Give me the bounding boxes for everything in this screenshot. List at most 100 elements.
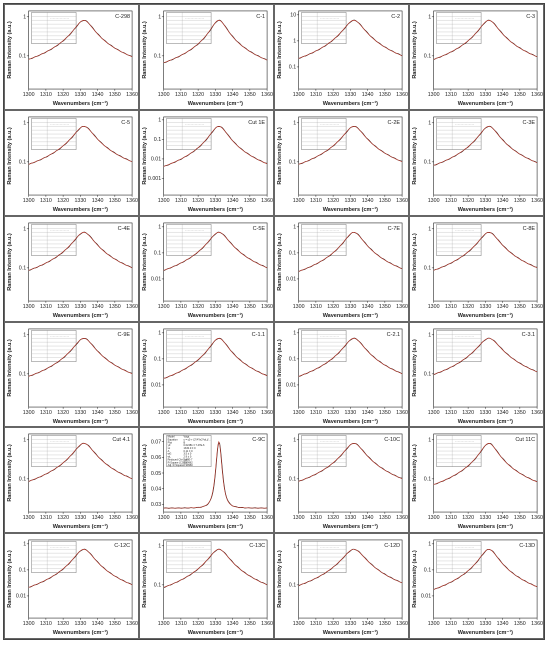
fit-row-value: 0.99960 xyxy=(184,463,194,467)
spectrum-chart: 1300 1310 1320 1330 1340 1350 1360 1 0.1 Wavenumb… xyxy=(142,10,273,107)
x-tick-label: 1340 xyxy=(227,515,239,521)
x-tick-label: 1330 xyxy=(209,621,221,627)
x-tick-label: 1350 xyxy=(379,198,391,204)
panel-c-12c: 1300 1310 1320 1330 1340 1350 1360 1 0.1 0.01 Wave… xyxy=(4,533,139,639)
y-tick-label: 1 xyxy=(23,120,26,126)
x-tick-label: 1330 xyxy=(344,409,356,415)
panel-c-3-1: 1300 1310 1320 1330 1340 1350 1360 1 0.1 Wavenumb… xyxy=(409,321,544,428)
x-tick-label: 1350 xyxy=(514,198,526,204)
y-tick-label: 0.1 xyxy=(154,54,161,60)
x-tick-label: 1330 xyxy=(479,92,491,98)
x-tick-label: 1340 xyxy=(362,621,374,627)
x-tick-label: 1300 xyxy=(428,515,440,521)
y-tick-label: 1 xyxy=(23,15,26,21)
panel-label: Cut 1E xyxy=(248,120,265,126)
x-tick-label: 1320 xyxy=(192,92,204,98)
fit-parameter-box xyxy=(166,435,212,468)
x-tick-label: 1300 xyxy=(293,198,305,204)
plot-frame xyxy=(28,539,133,619)
x-tick-label: 1360 xyxy=(261,515,273,521)
x-tick-label: 1310 xyxy=(310,515,322,521)
plot-frame xyxy=(433,539,538,619)
spectrum-chart: 1300 1310 1320 1330 1340 1350 1360 1 0.1 Wavenumb… xyxy=(412,222,543,319)
spectrum-fit-line xyxy=(433,125,538,166)
y-tick-label: 0.1 xyxy=(289,583,296,589)
x-tick-label: 1330 xyxy=(74,92,86,98)
x-tick-label: 1360 xyxy=(261,621,273,627)
x-tick-label: 1360 xyxy=(126,198,138,204)
y-axis-label: Raman Intensity (a.u.) xyxy=(277,444,283,502)
x-axis-label: Wavenumbers (cm⁻¹) xyxy=(323,206,378,213)
panel-label: C-12D xyxy=(384,543,400,549)
x-tick-label: 1340 xyxy=(227,621,239,627)
panel-c-4e: 1300 1310 1320 1330 1340 1350 1360 1 0.1 Wavenumb… xyxy=(4,215,139,322)
y-tick-label: 0.1 xyxy=(19,371,26,377)
x-axis-label: Wavenumbers (cm⁻¹) xyxy=(458,629,513,636)
panel-c-13c: 1300 1310 1320 1330 1340 1350 1360 1 0.1 Wavenumb… xyxy=(139,533,274,639)
x-tick-label: 1320 xyxy=(327,92,339,98)
y-tick-label: 10 xyxy=(290,13,296,19)
fit-row-label: Equation xyxy=(168,438,179,442)
panel-c-5: 1300 1310 1320 1330 1340 1350 1360 1 0.1 Wavenumb… xyxy=(4,109,139,216)
x-axis-label: Wavenumbers (cm⁻¹) xyxy=(458,523,513,530)
x-tick-label: 1360 xyxy=(396,621,408,627)
x-tick-label: 1310 xyxy=(445,515,457,521)
y-tick-label: 0.06 xyxy=(151,455,161,461)
x-tick-label: 1360 xyxy=(396,198,408,204)
y-tick-label: 1 xyxy=(293,224,296,230)
y-axis-label: Raman Intensity (a.u.) xyxy=(412,339,418,397)
y-tick-label: 0.01 xyxy=(151,157,161,163)
fit-row-value: 1.38E-7 xyxy=(184,458,193,462)
x-tick-label: 1320 xyxy=(57,198,69,204)
x-tick-label: 1330 xyxy=(479,198,491,204)
y-axis-label: Raman Intensity (a.u.) xyxy=(412,550,418,608)
x-axis-label: Wavenumbers (cm⁻¹) xyxy=(323,100,378,107)
y-tick-label: 0.1 xyxy=(424,54,431,60)
x-tick-label: 1310 xyxy=(40,92,52,98)
panel-c-3e: 1300 1310 1320 1330 1340 1350 1360 1 0.1 Wavenumb… xyxy=(409,109,544,216)
x-tick-label: 1350 xyxy=(109,621,121,627)
x-tick-label: 1310 xyxy=(310,621,322,627)
panel-label: C-13D xyxy=(519,543,535,549)
panel-cut-1e: 1300 1310 1320 1330 1340 1350 1360 1 0.1 0.01 0.00… xyxy=(139,109,274,216)
x-tick-label: 1320 xyxy=(57,621,69,627)
x-tick-label: 1340 xyxy=(497,621,509,627)
x-tick-label: 1330 xyxy=(344,198,356,204)
x-tick-label: 1340 xyxy=(497,92,509,98)
spectrum-fit-line xyxy=(163,20,268,64)
y-axis-label: Raman Intensity (a.u.) xyxy=(277,127,283,185)
spectrum-fit-line xyxy=(298,337,403,377)
panel-label: C-5E xyxy=(253,226,266,232)
y-tick-label: 0.1 xyxy=(154,356,161,362)
x-tick-label: 1350 xyxy=(244,92,256,98)
y-axis-label: Raman Intensity (a.u.) xyxy=(7,550,13,608)
fit-row-label: Reduced Chi-Sqr xyxy=(168,458,188,462)
panel-c-7e: 1300 1310 1320 1330 1340 1350 1360 1 0.1 0.01 Wave… xyxy=(274,215,409,322)
x-tick-label: 1320 xyxy=(462,621,474,627)
y-axis-label: Raman Intensity (a.u.) xyxy=(7,21,13,79)
y-tick-label: 0.01 xyxy=(286,276,296,282)
x-tick-label: 1350 xyxy=(244,198,256,204)
spectrum-fit-line xyxy=(163,125,268,167)
panel-c-9c: 1300 1310 1320 1330 1340 1350 1360 0.07 0.06 0.05… xyxy=(139,427,274,534)
fit-row-label: R-Square (COD) xyxy=(168,461,187,465)
x-axis-label: Wavenumbers (cm⁻¹) xyxy=(53,100,108,107)
panel-label: C-2.1 xyxy=(387,331,400,337)
x-tick-label: 1320 xyxy=(327,198,339,204)
x-axis-label: Wavenumbers (cm⁻¹) xyxy=(53,206,108,213)
x-tick-label: 1320 xyxy=(192,515,204,521)
x-tick-label: 1330 xyxy=(209,515,221,521)
x-tick-label: 1330 xyxy=(344,621,356,627)
x-tick-label: 1350 xyxy=(514,92,526,98)
x-tick-label: 1320 xyxy=(462,515,474,521)
y-tick-label: 0.01 xyxy=(16,594,26,600)
y-tick-label: 0.1 xyxy=(289,356,296,362)
spectrum-fit-line xyxy=(163,337,268,379)
x-axis-label: Wavenumbers (cm⁻¹) xyxy=(53,629,108,636)
fit-row-label: Plot xyxy=(168,441,173,445)
x-axis-label: Wavenumbers (cm⁻¹) xyxy=(188,312,243,319)
panel-c-10c: 1300 1310 1320 1330 1340 1350 1360 1 0.1 Wavenumb… xyxy=(274,427,409,534)
spectrum-chart: 1300 1310 1320 1330 1340 1350 1360 1 0.1 Wavenumb… xyxy=(7,328,138,424)
x-tick-label: 1360 xyxy=(396,92,408,98)
panel-c-9e: 1300 1310 1320 1330 1340 1350 1360 1 0.1 Wavenumb… xyxy=(4,321,139,428)
